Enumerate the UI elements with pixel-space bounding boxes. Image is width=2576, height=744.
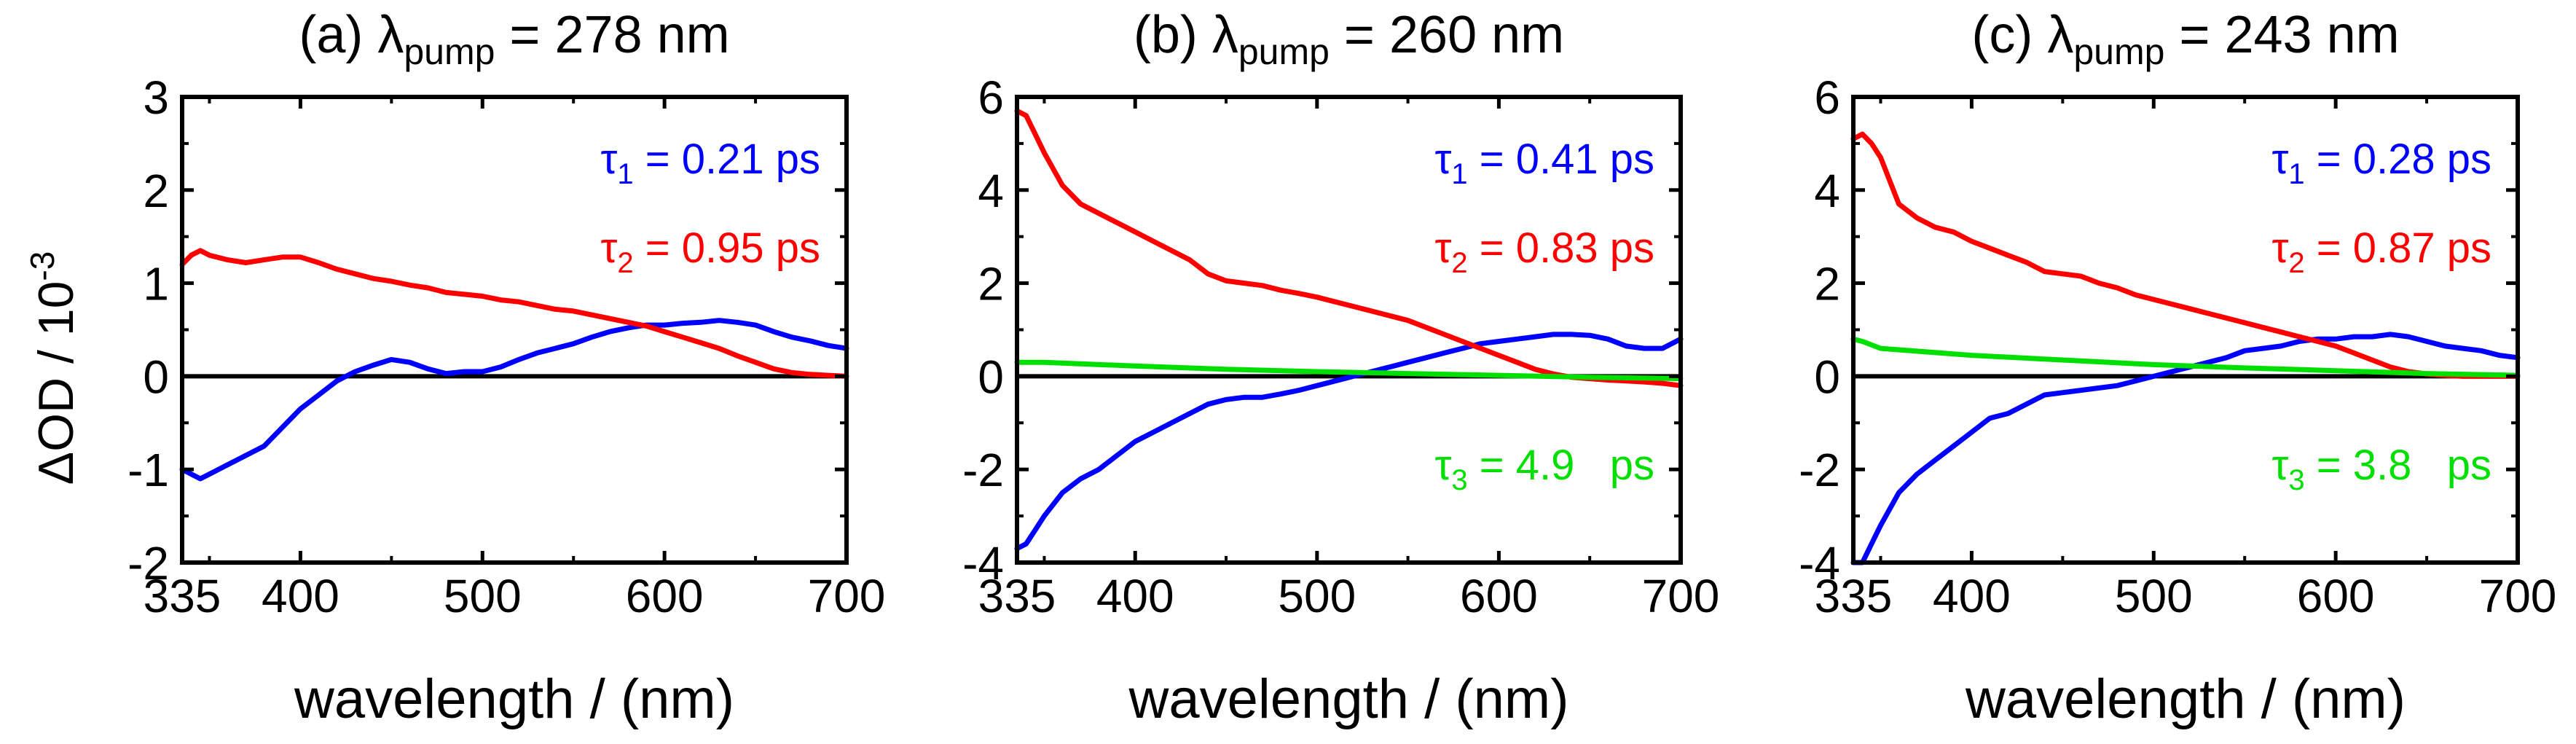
series-line-tau3: [1014, 359, 1684, 382]
annotation-symbol: τ: [2272, 442, 2289, 489]
title-prefix: (b) λ: [1134, 6, 1238, 64]
y-tick-label: 4: [1814, 165, 1840, 217]
title-suffix: = 243 nm: [2164, 6, 2399, 64]
x-axis-label: wavelength / (nm): [1965, 668, 2406, 730]
annotation-subscript: 3: [2288, 464, 2304, 496]
annotation-subscript: 2: [617, 247, 633, 279]
y-tick-label: 3: [143, 71, 169, 124]
panel-title: (c) λpump = 243 nm: [1971, 6, 2399, 72]
series-line-tau1: [1850, 332, 2521, 565]
annotation-tau1: τ1 = 0.41 ps: [1434, 136, 1654, 190]
annotation-value: = 4.9 ps: [1468, 442, 1654, 489]
x-tick-label: 600: [2297, 570, 2375, 622]
series-line-tau3: [1850, 336, 2521, 378]
annotation-symbol: τ: [2271, 224, 2288, 272]
annotation-tau2: τ2 = 0.83 ps: [1434, 224, 1654, 279]
annotation-value: = 0.95 ps: [634, 224, 820, 272]
annotation-symbol: τ: [1434, 224, 1451, 272]
x-tick-label: 700: [2479, 570, 2557, 622]
annotation-tau1: τ1 = 0.21 ps: [600, 136, 820, 190]
y-tick-label: 2: [143, 165, 169, 217]
panel-title: (b) λpump = 260 nm: [1134, 6, 1564, 72]
x-tick-label: 700: [1642, 570, 1720, 622]
y-tick-label: 0: [143, 351, 169, 403]
y-tick-label: -4: [962, 537, 1004, 590]
y-tick-label: 2: [978, 258, 1004, 310]
panel-b: (b) λpump = 260 nm 335 400 500 600 700 -4 -2 0 2 4…: [962, 6, 1719, 730]
x-tick-label: 500: [2115, 570, 2193, 622]
title-subscript: pump: [404, 31, 495, 72]
x-axis-label: wavelength / (nm): [294, 668, 734, 730]
x-tick-label: 400: [262, 570, 339, 622]
annotation-subscript: 1: [1451, 158, 1467, 190]
annotation-value: = 0.28 ps: [2305, 136, 2491, 183]
x-tick-label: 400: [1933, 570, 2011, 622]
title-subscript: pump: [2073, 31, 2164, 72]
x-tick-label: 500: [444, 570, 522, 622]
panel-a: (a) λpump = 278 nm 335 400 500 600 700 -2 -1 0 1 2…: [127, 6, 885, 730]
y-tick-label: 2: [1814, 258, 1840, 310]
annotation-value: = 0.41 ps: [1468, 136, 1654, 183]
y-tick-label: 4: [978, 165, 1004, 217]
x-tick-label: 700: [808, 570, 886, 622]
x-tick-label: 335: [978, 570, 1056, 622]
annotation-value: = 0.87 ps: [2305, 224, 2491, 272]
annotation-tau2: τ2 = 0.87 ps: [2271, 224, 2491, 279]
x-tick-label: 400: [1096, 570, 1174, 622]
y-tick-label: -4: [1799, 537, 1840, 590]
annotation-tau2: τ2 = 0.95 ps: [600, 224, 820, 279]
annotation-subscript: 3: [1451, 464, 1467, 496]
x-tick-label: 335: [144, 570, 221, 622]
series-line-tau1: [179, 318, 849, 482]
annotation-subscript: 1: [617, 158, 633, 190]
y-tick-label: 1: [143, 258, 169, 310]
annotation-tau1: τ1 = 0.28 ps: [2271, 136, 2491, 190]
x-tick-label: 500: [1278, 570, 1356, 622]
x-tick-label: 600: [626, 570, 704, 622]
x-tick-label: 335: [1815, 570, 1893, 622]
y-tick-label: 6: [1814, 71, 1840, 124]
y-tick-label: -1: [127, 444, 169, 496]
y-tick-label: 0: [1814, 351, 1840, 403]
annotation-subscript: 1: [2288, 158, 2304, 190]
annotation-symbol: τ: [600, 224, 617, 272]
y-axis-label-exponent: -3: [23, 251, 61, 281]
annotation-value: = 3.8 ps: [2305, 442, 2491, 489]
x-axis-label: wavelength / (nm): [1128, 668, 1568, 730]
annotation-subscript: 2: [2288, 247, 2304, 279]
series-line-tau1: [1014, 332, 1684, 552]
annotation-tau3: τ3 = 4.9 ps: [1435, 442, 1655, 496]
annotation-symbol: τ: [1435, 442, 1452, 489]
annotation-symbol: τ: [600, 136, 617, 183]
annotation-subscript: 2: [1451, 247, 1467, 279]
series-line-tau2: [179, 248, 849, 379]
y-tick-label: -2: [1799, 444, 1840, 496]
y-axis-label: ΔOD / 10-3: [23, 251, 84, 485]
series-line-tau2: [1850, 131, 2521, 379]
y-tick-label: -2: [127, 537, 169, 590]
title-suffix: = 278 nm: [495, 6, 729, 64]
panel-title: (a) λpump = 278 nm: [299, 6, 729, 72]
title-suffix: = 260 nm: [1330, 6, 1564, 64]
y-tick-label: 6: [978, 71, 1004, 124]
title-prefix: (c) λ: [1971, 6, 2073, 64]
annotation-symbol: τ: [1434, 136, 1451, 183]
title-prefix: (a) λ: [299, 6, 404, 64]
y-axis-label-main: ΔOD / 10: [28, 281, 84, 485]
y-tick-label: 0: [978, 351, 1004, 403]
annotation-value: = 0.21 ps: [634, 136, 820, 183]
annotation-symbol: τ: [2271, 136, 2288, 183]
y-tick-label: -2: [962, 444, 1004, 496]
annotation-tau3: τ3 = 3.8 ps: [2272, 442, 2492, 496]
annotation-value: = 0.83 ps: [1468, 224, 1654, 272]
title-subscript: pump: [1238, 31, 1330, 72]
x-tick-label: 600: [1460, 570, 1538, 622]
panel-c: (c) λpump = 243 nm 335 400 500 600 700 -4 -2 0 2 4…: [1799, 6, 2556, 730]
